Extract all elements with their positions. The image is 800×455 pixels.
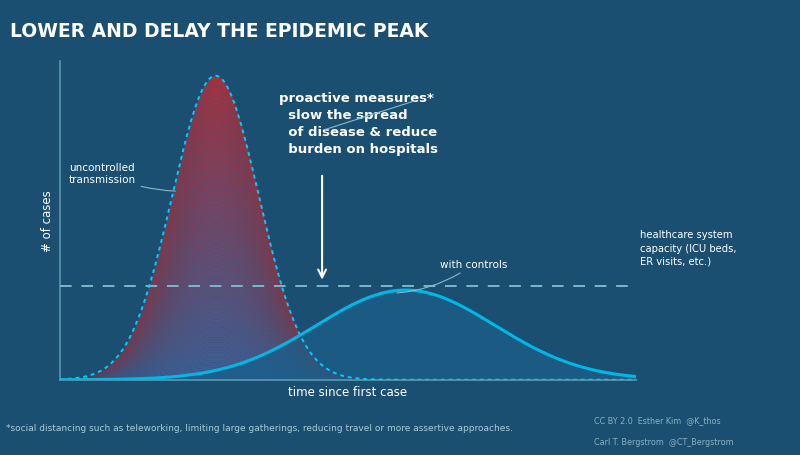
Y-axis label: # of cases: # of cases (42, 190, 54, 252)
Text: *social distancing such as teleworking, limiting large gatherings, reducing trav: *social distancing such as teleworking, … (6, 424, 514, 432)
Text: uncontrolled
transmission: uncontrolled transmission (69, 163, 175, 192)
Text: Carl T. Bergstrom  @CT_Bergstrom: Carl T. Bergstrom @CT_Bergstrom (594, 437, 734, 446)
Text: with controls: with controls (397, 259, 507, 293)
Text: healthcare system
capacity (ICU beds,
ER visits, etc.): healthcare system capacity (ICU beds, ER… (640, 230, 737, 266)
Text: LOWER AND DELAY THE EPIDEMIC PEAK: LOWER AND DELAY THE EPIDEMIC PEAK (10, 22, 428, 40)
Text: proactive measures*
  slow the spread
  of disease & reduce
  burden on hospital: proactive measures* slow the spread of d… (279, 92, 438, 156)
Text: CC BY 2.0  Esther Kim  @K_thos: CC BY 2.0 Esther Kim @K_thos (594, 415, 720, 424)
X-axis label: time since first case: time since first case (289, 385, 407, 399)
